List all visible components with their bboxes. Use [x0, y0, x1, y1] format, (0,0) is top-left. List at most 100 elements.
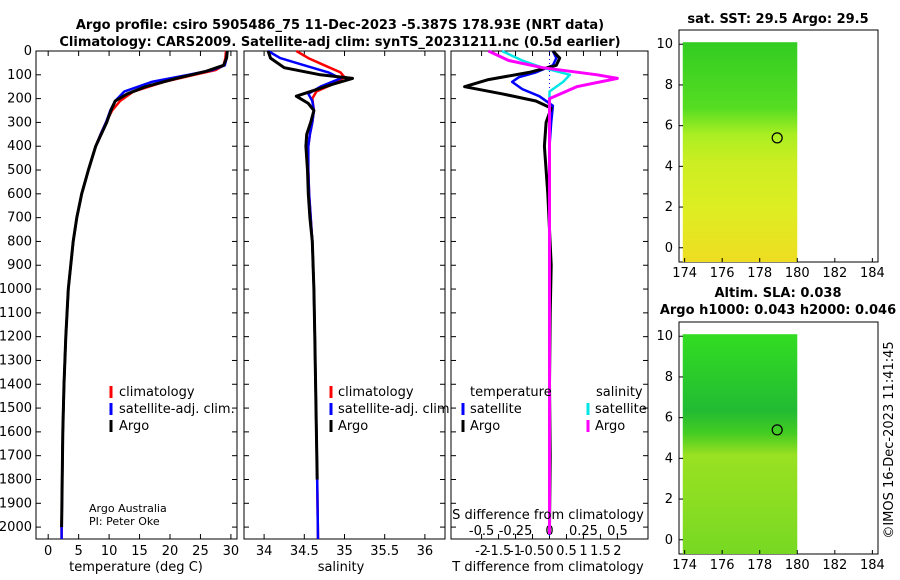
temperature-xlabel: temperature (deg C): [69, 560, 203, 575]
y-tick-label: 10: [656, 37, 673, 52]
x-tick-label: 10: [101, 544, 118, 559]
y-tick-label: 100: [7, 68, 32, 83]
y-tick-label: 1600: [0, 425, 32, 440]
x-tick-label: 35: [336, 544, 353, 559]
y-tick-label: 1200: [0, 330, 32, 345]
x-tick-label: 176: [710, 558, 735, 573]
y-tick-label: 4: [665, 159, 673, 174]
x-tick-label: 34.5: [290, 544, 319, 559]
y-tick-label: 6: [665, 411, 673, 426]
y-tick-label: 10: [656, 329, 673, 344]
y-tick-label: 2: [665, 492, 673, 507]
sst-field: [682, 42, 798, 262]
x-tick-label: 0.5: [556, 544, 577, 559]
sst-map-ticks: 174 176 178 180 182 184 0 2 4 6 8 10: [656, 37, 884, 281]
figure-title-line2: Climatology: CARS2009. Satellite-adj cli…: [59, 35, 620, 50]
sla-map-ticks: 174 176 178 180 182 184 0 2 4 6 8 10: [656, 329, 884, 573]
x-tick-label: 34: [256, 544, 273, 559]
x-tick-label: 1: [579, 544, 587, 559]
legend-temp-satellite-label: satellite: [470, 402, 522, 417]
y-tick-label: 0: [665, 241, 673, 256]
y-tick-label: 0: [24, 44, 32, 59]
credit-line2: PI: Peter Oke: [89, 515, 160, 528]
y-tick-label: 900: [7, 258, 32, 273]
x-tick-label: 180: [785, 558, 810, 573]
salinity-lines: [266, 49, 354, 540]
y-tick-label: 300: [7, 115, 32, 130]
x-tick-label: 178: [747, 266, 772, 281]
x-tick-label: 178: [747, 558, 772, 573]
x-tick-label: 5: [74, 544, 82, 559]
temperature-legend: climatology satellite-adj. clim. Argo: [109, 385, 235, 434]
sla-map-title-line1: Altim. SLA: 0.038: [715, 286, 842, 301]
y-tick-label: 2: [665, 200, 673, 215]
sst-map-title: sat. SST: 29.5 Argo: 29.5: [687, 12, 868, 27]
x-tick-label: 0: [44, 544, 52, 559]
s-tick-label: -0.25: [499, 524, 533, 539]
y-tick-label: 500: [7, 163, 32, 178]
s-tick-label: -0.5: [469, 524, 494, 539]
y-tick-label: 600: [7, 187, 32, 202]
x-tick-label: 35.5: [370, 544, 399, 559]
salinity-xlabel: salinity: [318, 560, 365, 575]
x-tick-label: 180: [785, 266, 810, 281]
legend-climatology-label: climatology: [119, 385, 195, 400]
s-tick-label: 0.5: [607, 524, 628, 539]
x-tick-label: 2: [613, 544, 621, 559]
y-tick-label: 8: [665, 370, 673, 385]
x-tick-label: 30: [223, 544, 240, 559]
legend-temperature-title: temperature: [470, 385, 552, 400]
y-tick-label: 1800: [0, 472, 32, 487]
x-tick-label: 176: [710, 266, 735, 281]
y-tick-label: 0: [665, 533, 673, 548]
salinity-ticks: 34 34.5 35 35.5 36: [244, 50, 445, 559]
x-tick-label: 1.5: [590, 544, 611, 559]
legend-sal-satellite-label: satellite: [595, 402, 647, 417]
difference-xlabel-top: S difference from climatology: [452, 508, 644, 523]
sla-field: [682, 334, 798, 554]
x-tick-label: 0: [545, 544, 553, 559]
series-salinity-argo: [487, 49, 619, 535]
legend-sal-argo-label: Argo: [595, 419, 625, 434]
legend-salinity-title: salinity: [596, 385, 643, 400]
x-tick-label: -1: [509, 544, 522, 559]
y-tick-label: 1900: [0, 496, 32, 511]
legend-satellite-label: satellite-adj. clim.: [338, 402, 454, 417]
legend-temp-argo-label: Argo: [470, 419, 500, 434]
series-argo: [266, 50, 354, 480]
difference-lines: [463, 49, 619, 535]
y-tick-label: 1300: [0, 353, 32, 368]
s-tick-label: 0.25: [569, 524, 598, 539]
salinity-axes: [243, 50, 446, 540]
legend-climatology-label: climatology: [338, 385, 414, 400]
sla-map-title-line2: Argo h1000: 0.043 h2000: 0.046: [660, 303, 896, 318]
x-tick-label: -2: [475, 544, 488, 559]
difference-legend: temperature salinity satellite Argo sate…: [461, 385, 647, 434]
y-tick-label: 200: [7, 92, 32, 107]
y-tick-label: 700: [7, 211, 32, 226]
x-tick-label: 36: [417, 544, 434, 559]
difference-xlabel: T difference from climatology: [451, 560, 644, 575]
x-tick-label: 174: [672, 558, 697, 573]
y-tick-label: 1100: [0, 306, 32, 321]
x-tick-label: 25: [192, 544, 209, 559]
temperature-axes: [35, 50, 238, 540]
y-tick-label: 4: [665, 451, 673, 466]
y-tick-label: 2000: [0, 520, 32, 535]
temperature-ticks: 0 5 10 15 20 25 300100200300400500600700800900…: [0, 44, 239, 559]
x-tick-label: -1.5: [486, 544, 511, 559]
y-tick-label: 1000: [0, 282, 32, 297]
legend-satellite-label: satellite-adj. clim.: [119, 402, 235, 417]
y-tick-label: 800: [7, 234, 32, 249]
x-tick-label: 20: [162, 544, 179, 559]
temperature-lines: [60, 50, 229, 539]
series-argo: [60, 50, 229, 528]
legend-argo-label: Argo: [119, 419, 149, 434]
sst-argo-marker: [771, 132, 783, 144]
y-tick-label: 1700: [0, 449, 32, 464]
y-tick-label: 6: [665, 119, 673, 134]
salinity-legend: climatology satellite-adj. clim. Argo: [329, 385, 454, 434]
figure-title-line1: Argo profile: csiro 5905486_75 11-Dec-20…: [76, 18, 604, 33]
x-tick-label: 184: [860, 266, 885, 281]
